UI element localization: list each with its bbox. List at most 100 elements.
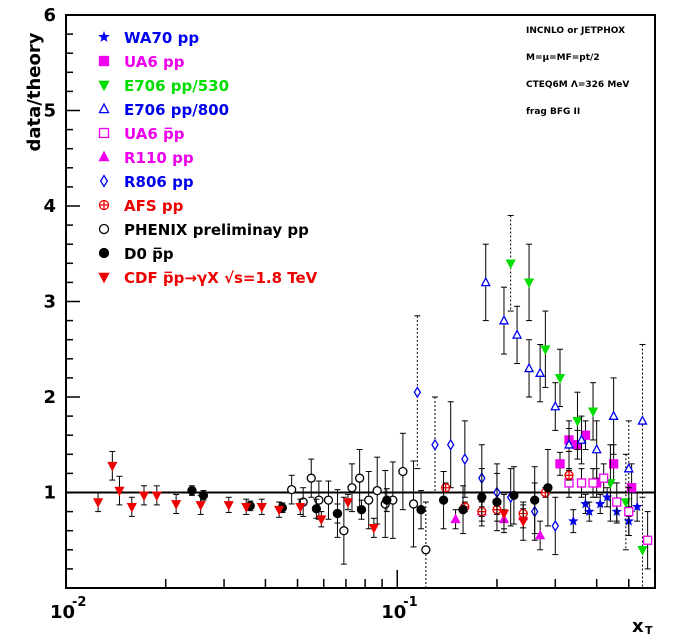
data-layer bbox=[93, 215, 653, 589]
data-point bbox=[446, 438, 455, 451]
data-point bbox=[171, 500, 182, 510]
data-point bbox=[314, 495, 324, 505]
data-point bbox=[551, 519, 560, 532]
legend-label: UA6 p̅p bbox=[124, 125, 185, 143]
data-point bbox=[107, 461, 118, 472]
legend-marker bbox=[98, 30, 110, 42]
y-tick-label: 5 bbox=[43, 101, 56, 122]
data-point bbox=[398, 466, 408, 477]
data-point bbox=[151, 491, 162, 502]
series-4 bbox=[564, 463, 653, 570]
data-point bbox=[354, 473, 365, 483]
data-point bbox=[595, 498, 606, 509]
data-point bbox=[555, 459, 565, 469]
legend-label: PHENIX preliminay pp bbox=[124, 221, 309, 239]
legend-label: WA70 pp bbox=[124, 29, 199, 47]
data-point bbox=[568, 515, 579, 526]
legend-marker bbox=[98, 127, 110, 139]
y-tick-label: 4 bbox=[43, 196, 56, 217]
data-point bbox=[450, 513, 461, 524]
chart-note: M=μ=MF=pt/2 bbox=[526, 53, 600, 63]
data-point bbox=[295, 502, 306, 513]
legend-marker bbox=[98, 199, 110, 211]
y-tick-label: 6 bbox=[43, 5, 56, 26]
data-point bbox=[316, 515, 327, 526]
data-point bbox=[505, 259, 516, 270]
data-point bbox=[126, 502, 137, 513]
data-point bbox=[372, 485, 382, 496]
data-point bbox=[421, 545, 431, 555]
x-tick-label: 10 bbox=[381, 602, 406, 623]
data-point bbox=[588, 478, 598, 488]
marker-cross bbox=[99, 200, 109, 210]
data-point bbox=[440, 483, 451, 493]
data-point bbox=[518, 517, 529, 527]
data-point bbox=[511, 329, 523, 339]
notes-layer: INCNLO or JETPHOX M=μ=MF=pt/2 CTEQ6M Λ=326… bbox=[526, 26, 629, 117]
data-point bbox=[114, 486, 125, 497]
series-0 bbox=[568, 487, 643, 536]
data-point bbox=[540, 345, 551, 356]
data-point bbox=[620, 498, 631, 508]
data-point bbox=[623, 462, 634, 473]
legend-label: CDF p̅p→γX √s=1.8 TeV bbox=[124, 269, 318, 287]
series-1 bbox=[555, 420, 637, 513]
data-point bbox=[584, 506, 595, 516]
data-point bbox=[195, 501, 206, 511]
data-point bbox=[416, 505, 426, 515]
y-tick-label: 2 bbox=[43, 387, 56, 408]
data-point bbox=[509, 490, 519, 501]
data-point bbox=[564, 470, 574, 480]
legend-marker bbox=[98, 55, 110, 67]
data-point bbox=[624, 506, 634, 517]
legend-marker bbox=[98, 80, 110, 92]
data-point bbox=[492, 497, 502, 507]
data-point bbox=[605, 479, 616, 489]
data-point bbox=[637, 415, 648, 425]
data-point bbox=[256, 502, 267, 513]
data-point bbox=[306, 473, 316, 483]
data-point bbox=[339, 526, 349, 536]
legend-marker bbox=[98, 223, 110, 235]
data-point bbox=[576, 478, 587, 488]
data-point bbox=[591, 443, 602, 454]
data-point bbox=[530, 495, 540, 505]
data-point bbox=[572, 417, 583, 427]
data-point bbox=[356, 505, 367, 515]
data-point bbox=[364, 495, 374, 505]
legend-label: R806 pp bbox=[124, 173, 194, 191]
data-point bbox=[287, 484, 297, 495]
data-point bbox=[535, 367, 546, 377]
legend-marker bbox=[98, 102, 110, 114]
data-point bbox=[535, 529, 546, 540]
legend-label: D0 p̅p bbox=[124, 245, 174, 263]
marker-cross bbox=[564, 471, 573, 480]
legend-marker bbox=[98, 150, 110, 162]
data-point bbox=[498, 314, 510, 325]
x-tick-exponent: -1 bbox=[403, 595, 417, 610]
y-tick-label: 3 bbox=[43, 292, 56, 313]
chart-note: CTEQ6M Λ=326 MeV bbox=[526, 80, 629, 90]
series-6 bbox=[413, 315, 560, 556]
data-point bbox=[311, 504, 322, 514]
data-point bbox=[523, 362, 535, 373]
legend-marker bbox=[99, 174, 109, 188]
x-tick-label: 10 bbox=[50, 602, 75, 623]
data-point bbox=[550, 400, 561, 411]
data-point bbox=[438, 495, 449, 505]
data-point bbox=[587, 407, 599, 418]
data-point bbox=[93, 498, 104, 508]
x-axis-title-subscript: T bbox=[645, 624, 653, 636]
chart-note: INCNLO or JETPHOX bbox=[526, 26, 625, 36]
series-10 bbox=[93, 450, 529, 541]
data-point bbox=[342, 498, 354, 508]
data-point bbox=[274, 505, 285, 516]
data-point bbox=[477, 492, 487, 502]
legend-marker bbox=[98, 247, 110, 259]
legend-label: E706 pp/530 bbox=[124, 77, 229, 95]
data-point bbox=[632, 501, 643, 512]
marker-cross bbox=[441, 483, 450, 492]
data-point bbox=[554, 374, 566, 384]
series-3 bbox=[480, 243, 648, 517]
